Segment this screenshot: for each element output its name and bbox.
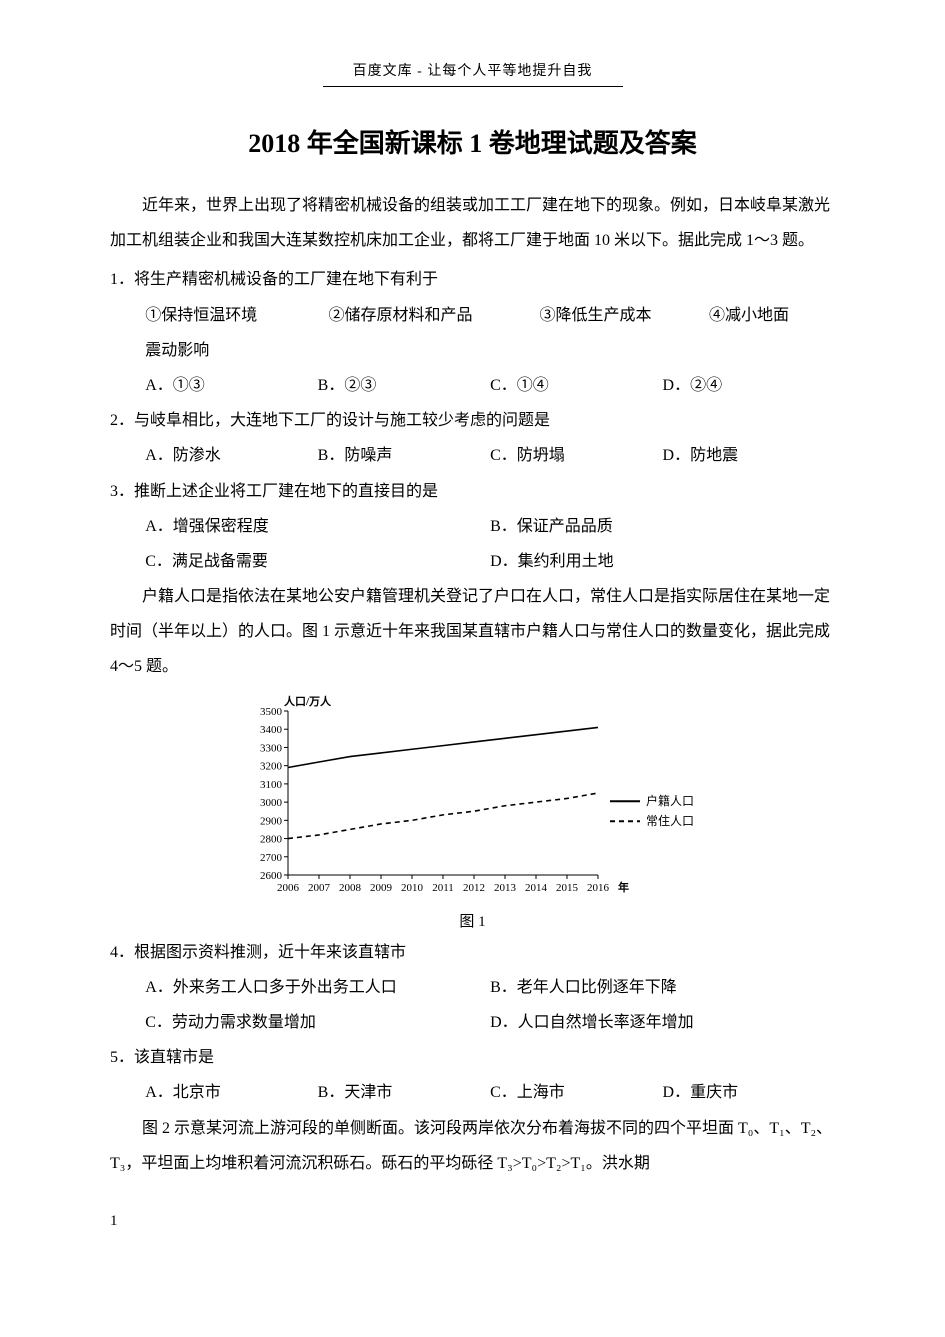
q4-options-row2: C．劳动力需求数量增加 D．人口自然增长率逐年增加 — [110, 1005, 835, 1040]
svg-text:2008: 2008 — [339, 882, 362, 894]
q2-options: A．防渗水 B．防噪声 C．防坍塌 D．防地震 — [110, 438, 835, 473]
svg-text:2013: 2013 — [494, 882, 517, 894]
q1-sub4: ④减小地面 — [709, 298, 789, 333]
intro-paragraph-1: 近年来，世界上出现了将精密机械设备的组装或加工工厂建在地下的现象。例如，日本岐阜… — [110, 188, 835, 258]
q5-optC: C．上海市 — [490, 1075, 662, 1110]
q1-optA: A．①③ — [145, 368, 317, 403]
intro-paragraph-3: 图 2 示意某河流上游河段的单侧断面。该河段两岸依次分布着海拔不同的四个平坦面 … — [110, 1111, 835, 1181]
svg-text:常住人口: 常住人口 — [646, 814, 694, 828]
q5-optA: A．北京市 — [145, 1075, 317, 1110]
q2-optA: A．防渗水 — [145, 438, 317, 473]
svg-text:户籍人口: 户籍人口 — [646, 793, 694, 808]
intro-paragraph-2: 户籍人口是指依法在某地公安户籍管理机关登记了户口在人口，常住人口是指实际居住在某… — [110, 579, 835, 685]
q1-options: A．①③ B．②③ C．①④ D．②④ — [110, 368, 835, 403]
chart-svg: 人口/万人 2600 2700 2800 2900 3000 3100 3200 3300 340… — [233, 693, 713, 903]
svg-text:2800: 2800 — [260, 833, 283, 845]
svg-text:2016: 2016 — [587, 882, 610, 894]
q4-stem: 4．根据图示资料推测，近十年来该直辖市 — [110, 935, 835, 970]
q5-optB: B．天津市 — [318, 1075, 490, 1110]
q3-stem: 3．推断上述企业将工厂建在地下的直接目的是 — [110, 474, 835, 509]
q3-optD: D．集约利用土地 — [490, 544, 835, 579]
q2-optC: C．防坍塌 — [490, 438, 662, 473]
svg-text:3200: 3200 — [260, 760, 283, 772]
svg-text:3000: 3000 — [260, 797, 283, 809]
q4-optB: B．老年人口比例逐年下降 — [490, 970, 835, 1005]
q1-sub5: 震动影响 — [110, 333, 835, 368]
svg-text:2012: 2012 — [463, 882, 485, 894]
svg-text:年: 年 — [618, 880, 629, 894]
q5-optD: D．重庆市 — [663, 1075, 835, 1110]
svg-text:人口/万人: 人口/万人 — [284, 694, 332, 708]
q1-optB: B．②③ — [318, 368, 490, 403]
header-underline — [323, 86, 623, 87]
svg-text:3100: 3100 — [260, 779, 283, 791]
population-chart: 人口/万人 2600 2700 2800 2900 3000 3100 3200 3300 340… — [233, 693, 713, 931]
svg-text:2011: 2011 — [432, 882, 454, 894]
svg-text:3400: 3400 — [260, 724, 283, 736]
q1-optD: D．②④ — [663, 368, 835, 403]
q4-optC: C．劳动力需求数量增加 — [145, 1005, 490, 1040]
svg-text:2015: 2015 — [556, 882, 579, 894]
svg-text:2900: 2900 — [260, 815, 283, 827]
q1-sub2: ②储存原材料和产品 — [329, 298, 536, 333]
svg-text:2007: 2007 — [308, 882, 331, 894]
q1-optC: C．①④ — [490, 368, 662, 403]
svg-text:2009: 2009 — [370, 882, 393, 894]
page-number: 1 — [110, 1213, 835, 1230]
q1-choices-line: ①保持恒温环境 ②储存原材料和产品 ③降低生产成本 ④减小地面 — [110, 298, 835, 333]
q2-stem: 2．与岐阜相比，大连地下工厂的设计与施工较少考虑的问题是 — [110, 403, 835, 438]
svg-text:2600: 2600 — [260, 870, 283, 882]
q4-options-row1: A．外来务工人口多于外出务工人口 B．老年人口比例逐年下降 — [110, 970, 835, 1005]
doc-header: 百度文库 - 让每个人平等地提升自我 — [110, 60, 835, 80]
q3-options-row2: C．满足战备需要 D．集约利用土地 — [110, 544, 835, 579]
q3-optB: B．保证产品品质 — [490, 509, 835, 544]
doc-title: 2018 年全国新课标 1 卷地理试题及答案 — [110, 123, 835, 160]
q4-optA: A．外来务工人口多于外出务工人口 — [145, 970, 490, 1005]
q5-options: A．北京市 B．天津市 C．上海市 D．重庆市 — [110, 1075, 835, 1110]
svg-text:2010: 2010 — [401, 882, 424, 894]
svg-text:2006: 2006 — [277, 882, 300, 894]
q5-stem: 5．该直辖市是 — [110, 1040, 835, 1075]
svg-text:3500: 3500 — [260, 706, 283, 718]
q4-optD: D．人口自然增长率逐年增加 — [490, 1005, 835, 1040]
q1-sub1: ①保持恒温环境 — [145, 298, 324, 333]
svg-text:2700: 2700 — [260, 851, 283, 863]
q2-optB: B．防噪声 — [318, 438, 490, 473]
q1-sub3: ③降低生产成本 — [539, 298, 705, 333]
q1-stem: 1．将生产精密机械设备的工厂建在地下有利于 — [110, 262, 835, 297]
q3-optC: C．满足战备需要 — [145, 544, 490, 579]
chart-caption: 图 1 — [233, 910, 713, 931]
svg-text:2014: 2014 — [525, 882, 548, 894]
svg-text:3300: 3300 — [260, 742, 283, 754]
q2-optD: D．防地震 — [663, 438, 835, 473]
q3-options-row1: A．增强保密程度 B．保证产品品质 — [110, 509, 835, 544]
q3-optA: A．增强保密程度 — [145, 509, 490, 544]
